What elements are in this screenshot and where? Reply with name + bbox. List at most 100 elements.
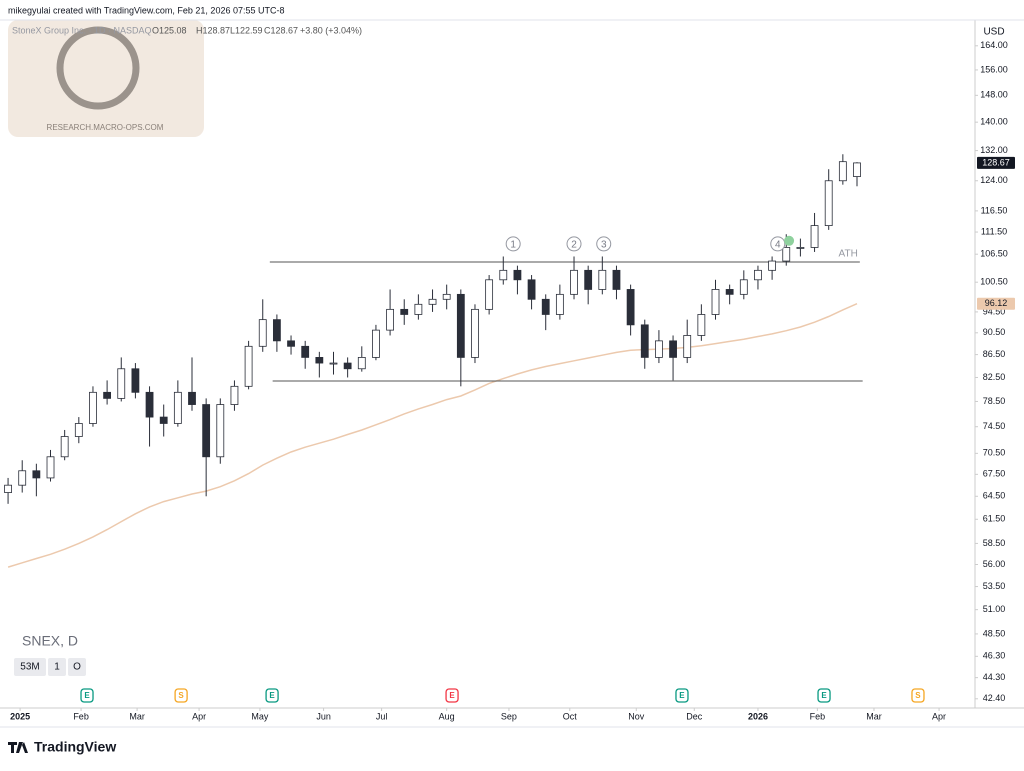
- candle-body: [768, 260, 777, 271]
- y-tick-label: 67.50: [983, 469, 1006, 479]
- button-label[interactable]: O: [73, 662, 81, 673]
- candle: [386, 289, 394, 336]
- instrument: StoneX Group Inc. · 1D · NASDAQ: [12, 25, 152, 35]
- candle-body: [230, 385, 239, 405]
- x-tick-label: Oct: [563, 711, 578, 721]
- candle-body: [442, 293, 451, 300]
- candle-body: [103, 391, 112, 399]
- candle: [499, 256, 508, 285]
- candle: [89, 386, 97, 427]
- candle-body: [782, 247, 791, 262]
- candle-body: [584, 269, 593, 290]
- candle-body: [329, 362, 338, 365]
- annotation-circle: [505, 236, 521, 252]
- currency: USD: [983, 27, 1004, 38]
- candle-body: [4, 484, 12, 493]
- candle-body: [202, 404, 211, 458]
- candle: [584, 265, 593, 305]
- y-tick-label: 74.50: [983, 421, 1006, 431]
- button-label[interactable]: 53M: [20, 662, 39, 673]
- candle: [471, 304, 479, 364]
- y-tick-label: 78.50: [983, 396, 1006, 406]
- x-tick-label: Mar: [866, 711, 882, 721]
- candle-body: [18, 470, 27, 486]
- candle: [159, 404, 168, 437]
- x-tick-label: Mar: [129, 711, 145, 721]
- event-icon: [80, 688, 94, 703]
- candle: [456, 289, 465, 387]
- x-tick-label: Apr: [932, 711, 946, 721]
- annotation-label: 3: [601, 240, 607, 251]
- candle: [555, 284, 564, 320]
- candle-body: [272, 319, 281, 342]
- candle: [697, 304, 706, 341]
- button[interactable]: [68, 658, 86, 676]
- brand-logo: [8, 742, 28, 753]
- candle: [131, 363, 140, 399]
- y-tick-label: 90.50: [983, 327, 1006, 337]
- event-label: E: [449, 691, 455, 700]
- y-tick-label: 44.30: [983, 672, 1006, 682]
- candle-body: [471, 308, 479, 358]
- candle-body: [343, 362, 352, 370]
- candle-body: [640, 324, 649, 358]
- event-label: E: [84, 691, 90, 700]
- moving-average: [7, 303, 858, 568]
- candle: [145, 386, 154, 447]
- candle-body: [60, 436, 69, 458]
- candle: [513, 265, 522, 295]
- y-tick-label: 58.50: [983, 538, 1006, 548]
- annotation-circle: [770, 236, 786, 252]
- candle: [244, 340, 253, 390]
- candle-body: [74, 423, 83, 437]
- y-tick-label: 56.00: [983, 559, 1006, 569]
- candle-body: [456, 293, 465, 358]
- y-tick-label: 100.50: [980, 277, 1008, 287]
- candle: [103, 380, 112, 405]
- candle-body: [386, 308, 394, 331]
- candle-body: [32, 470, 41, 479]
- annotation-label: 1: [510, 240, 516, 251]
- button[interactable]: [14, 658, 46, 676]
- candle: [442, 284, 451, 310]
- y-tick-label: 94.50: [983, 306, 1006, 316]
- candle: [32, 463, 41, 497]
- candle-body: [754, 269, 762, 281]
- candle-body: [725, 289, 734, 295]
- y-tick-label: 140.00: [980, 117, 1008, 127]
- event-icon: [911, 688, 925, 703]
- watermark-logo: [56, 26, 140, 110]
- candle: [725, 284, 734, 305]
- buttons: 53M 1 O: [14, 658, 86, 676]
- y-tick-label: 82.50: [983, 372, 1006, 382]
- x-tick-label: Aug: [439, 711, 455, 721]
- candle: [838, 154, 847, 185]
- button-label[interactable]: 1: [54, 662, 60, 673]
- candle-body: [258, 319, 267, 347]
- candle: [683, 319, 692, 364]
- candle-body: [838, 161, 847, 182]
- candle: [60, 429, 69, 461]
- y-tick-label: 86.50: [983, 349, 1006, 359]
- price-label: 96.12: [985, 298, 1008, 308]
- candle: [570, 256, 578, 300]
- legend: StoneX Group Inc. · 1D · NASDAQ O125.08 …: [12, 25, 362, 35]
- candle-body: [612, 269, 621, 290]
- y-tick-label: 70.50: [983, 448, 1006, 458]
- candle-body: [414, 303, 423, 315]
- candle: [428, 289, 437, 312]
- candle: [287, 335, 295, 355]
- candle: [117, 357, 126, 402]
- candle: [669, 335, 677, 381]
- candle-body: [669, 340, 677, 358]
- y-tick-label: 51.00: [983, 604, 1006, 614]
- candle-body: [244, 345, 253, 387]
- candle-body: [824, 180, 833, 227]
- candle: [301, 340, 310, 369]
- y-tick-label: 148.00: [980, 90, 1008, 100]
- candle: [711, 279, 720, 320]
- candle: [258, 299, 267, 352]
- y-tick-label: 61.50: [983, 514, 1006, 524]
- button[interactable]: [48, 658, 66, 676]
